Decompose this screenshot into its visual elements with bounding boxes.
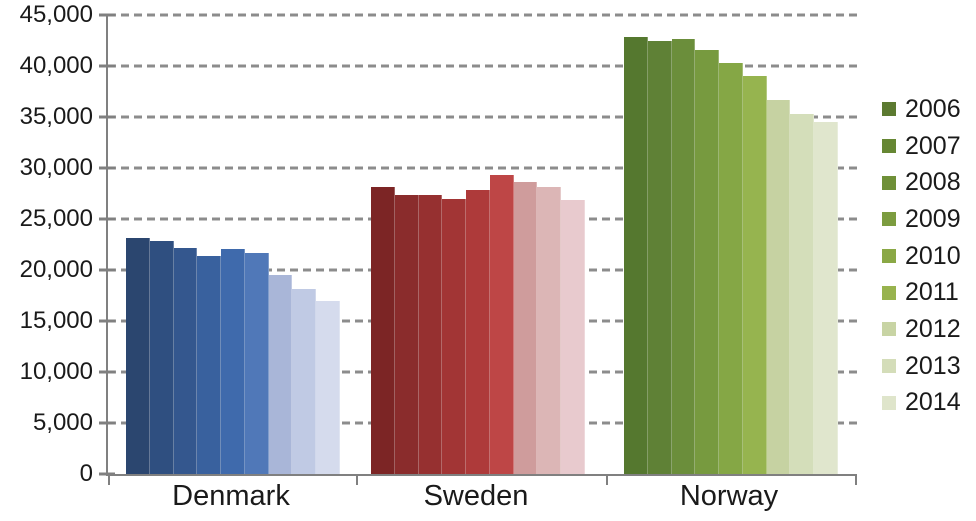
y-axis-tick [99, 64, 115, 68]
y-axis-tick-label: 25,000 [19, 205, 93, 232]
y-axis-tick [99, 217, 115, 221]
legend-entry-2011: 2011 [882, 274, 961, 311]
legend-swatch-icon [882, 249, 896, 264]
legend-label: 2007 [905, 131, 961, 160]
bar-norway-2012 [766, 100, 791, 474]
y-axis-tick-label: 0 [79, 460, 93, 487]
legend-swatch-icon [882, 175, 896, 190]
legend-entry-2008: 2008 [882, 164, 961, 201]
legend-entry-2009: 2009 [882, 201, 961, 238]
y-axis-tick-label: 35,000 [19, 103, 93, 130]
bar-sweden-2006 [371, 187, 395, 474]
y-axis-tick [99, 319, 115, 323]
bar-sweden-2014 [561, 199, 586, 474]
gridline-40000 [108, 64, 857, 68]
bar-sweden-2009 [442, 198, 467, 474]
category-boundary-tick [356, 476, 358, 485]
bar-norway-2008 [671, 39, 696, 474]
legend-label: 2012 [905, 314, 961, 343]
legend-label: 2009 [905, 204, 961, 233]
legend-swatch-icon [882, 212, 896, 227]
legend-entry-2012: 2012 [882, 311, 961, 348]
legend-label: 2011 [905, 278, 959, 307]
category-boundary-tick [108, 476, 110, 485]
y-axis-labels: 0 5,000 10,000 15,000 20,000 25,000 30,000 35,0… [0, 3, 97, 486]
gridline-45000 [108, 13, 857, 17]
legend-entry-2006: 2006 [882, 91, 961, 128]
legend-entry-2014: 2014 [882, 385, 961, 422]
legend: 2006 2007 2008 2009 2010 2011 2012 2013 2014 [882, 91, 961, 421]
bar-sweden-2008 [418, 195, 443, 474]
y-axis-tick-label: 20,000 [19, 256, 93, 283]
legend-swatch-icon [882, 139, 896, 154]
legend-label: 2006 [905, 94, 961, 123]
bar-denmark-2012 [268, 275, 293, 474]
y-axis-tick-label: 30,000 [19, 154, 93, 182]
bar-denmark-2011 [244, 253, 269, 474]
bar-norway-2014 [814, 122, 839, 474]
bar-norway-2006 [624, 37, 648, 474]
bar-sweden-2007 [394, 194, 419, 474]
bar-sweden-2012 [513, 182, 538, 474]
bar-denmark-2014 [316, 301, 341, 474]
category-boundary-tick [606, 476, 608, 485]
bar-denmark-2013 [292, 288, 317, 474]
bar-norway-2010 [719, 62, 743, 474]
legend-label: 2008 [905, 168, 961, 197]
legend-swatch-icon [882, 359, 896, 374]
bar-norway-2011 [742, 75, 767, 474]
y-axis-tick [99, 370, 115, 374]
x-axis-label-denmark: Denmark [172, 480, 290, 512]
y-axis-tick [99, 472, 115, 476]
y-axis-tick-label: 45,000 [19, 1, 93, 28]
legend-entry-2007: 2007 [882, 128, 961, 165]
gridline-30000 [108, 166, 857, 170]
bar-group-denmark [126, 15, 341, 474]
bar-sweden-2010 [466, 190, 490, 474]
legend-label: 2010 [905, 241, 961, 270]
legend-swatch-icon [882, 285, 896, 300]
bar-sweden-2011 [489, 175, 514, 474]
legend-label: 2014 [905, 388, 961, 417]
y-axis-tick [99, 166, 115, 170]
bar-denmark-2008 [173, 247, 198, 474]
bar-sweden-2013 [537, 187, 562, 474]
y-axis-tick-label: 5,000 [32, 409, 93, 436]
x-axis-labels: Denmark Sweden Norway [106, 480, 855, 517]
category-boundary-tick [855, 476, 857, 485]
bar-group-norway [624, 15, 839, 474]
legend-swatch-icon [882, 322, 896, 337]
legend-entry-2013: 2013 [882, 348, 961, 385]
legend-swatch-icon [882, 102, 896, 117]
y-axis-tick [99, 13, 115, 17]
y-axis-tick [99, 115, 115, 119]
y-axis-tick-label: 10,000 [19, 358, 93, 385]
legend-swatch-icon [882, 395, 896, 410]
bar-group-sweden [371, 15, 586, 474]
y-axis-tick [99, 268, 115, 272]
plot-area [99, 13, 857, 485]
bar-denmark-2009 [197, 255, 222, 474]
bar-denmark-2006 [126, 238, 150, 474]
x-axis-label-norway: Norway [679, 480, 779, 512]
y-axis-tick [99, 421, 115, 425]
y-axis-tick-label: 15,000 [19, 307, 93, 335]
bar-denmark-2007 [149, 240, 174, 474]
y-axis-tick-label: 40,000 [19, 52, 93, 79]
bar-norway-2007 [647, 41, 672, 474]
bar-norway-2013 [790, 113, 815, 474]
x-axis-label-sweden: Sweden [423, 480, 529, 512]
legend-entry-2010: 2010 [882, 238, 961, 275]
bar-norway-2009 [695, 49, 720, 474]
legend-label: 2013 [905, 351, 961, 380]
gridline-35000 [108, 115, 857, 119]
bar-denmark-2010 [221, 249, 245, 474]
